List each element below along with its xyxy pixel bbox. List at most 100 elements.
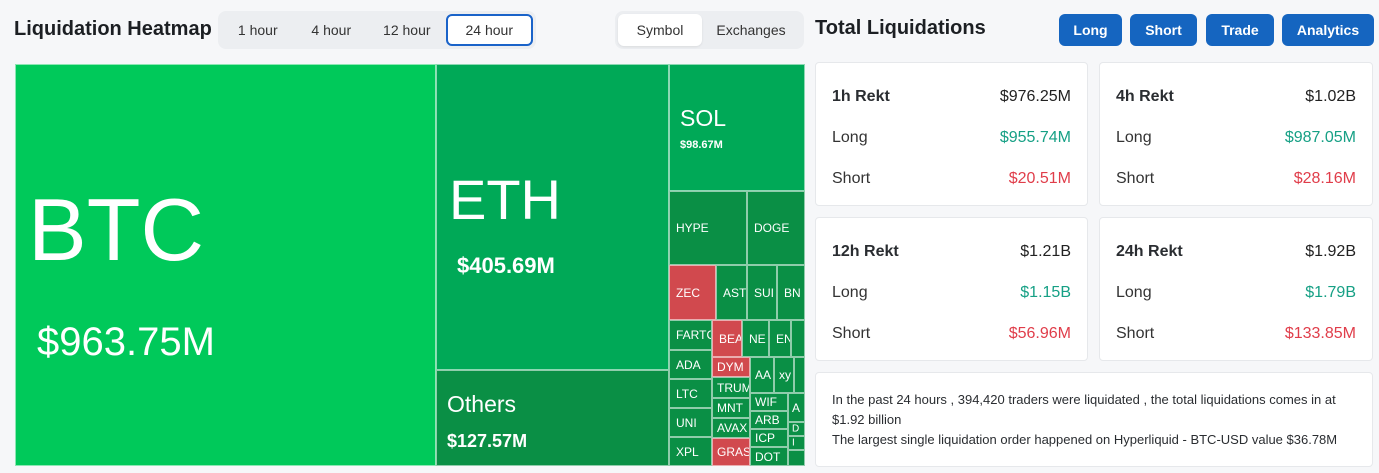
tile-dot[interactable]: DOT [750, 447, 788, 466]
tile-ast[interactable]: AST [716, 265, 747, 320]
tile-others[interactable]: Others $127.57M [436, 370, 669, 466]
short-value: $20.51M [1008, 170, 1071, 187]
tile-symbol: ARB [755, 413, 780, 427]
tab-4-hour[interactable]: 4 hour [311, 22, 352, 38]
card-period: 4h Rekt [1116, 88, 1174, 105]
tile-symbol: AST [723, 285, 747, 300]
tile-ne[interactable]: NE [742, 320, 769, 357]
tile-symbol: DYM [717, 360, 744, 374]
total-liquidations-title: Total Liquidations [815, 17, 986, 39]
tile-ada[interactable]: ADA [669, 350, 712, 379]
tile-symbol: BEA [719, 331, 742, 346]
tile-symbol: SOL [680, 105, 727, 131]
short-value: $28.16M [1293, 170, 1356, 187]
tile-hype[interactable]: HYPE [669, 191, 747, 265]
tab-1-hour[interactable]: 1 hour [237, 22, 278, 38]
tile-symbol: D [792, 423, 800, 435]
tile-xpl[interactable]: XPL [669, 437, 712, 466]
short-button[interactable]: Short [1130, 14, 1197, 46]
tile-en[interactable]: EN [769, 320, 791, 357]
card-total: $1.21B [1020, 243, 1071, 260]
trade-button[interactable]: Trade [1206, 14, 1274, 46]
tile-eth[interactable]: ETH $405.69M [436, 64, 669, 370]
long-label: Long [832, 284, 868, 301]
tile-symbol: GRAS [717, 445, 750, 459]
liquidation-summary: In the past 24 hours , 394,420 traders w… [815, 372, 1373, 467]
tab-12-hour[interactable]: 12 hour [383, 22, 431, 38]
tile-small-1[interactable] [791, 320, 805, 357]
tile-symbol: BTC [28, 180, 204, 279]
tile-symbol: TRUM [717, 380, 750, 395]
tile-btc[interactable]: BTC $963.75M [15, 64, 436, 466]
tile-small-3[interactable] [788, 450, 805, 466]
tile-symbol: BN [784, 285, 801, 300]
tile-xy[interactable]: xy [774, 357, 794, 393]
tile-value: $405.69M [457, 253, 555, 278]
tile-symbol: XPL [676, 444, 699, 459]
tile-avax[interactable]: AVAX [712, 418, 750, 438]
tile-trump[interactable]: TRUM [712, 377, 750, 398]
short-label: Short [832, 325, 871, 342]
page-title: Liquidation Heatmap [14, 18, 212, 40]
card-period: 1h Rekt [832, 88, 890, 105]
tile-symbol: DOT [755, 449, 781, 464]
tile-symbol: HYPE [676, 221, 709, 235]
tile-symbol: A [792, 400, 801, 415]
long-value: $987.05M [1284, 129, 1356, 146]
tile-value: $98.67M [680, 139, 723, 151]
short-label: Short [832, 170, 871, 187]
short-value: $133.85M [1284, 325, 1356, 342]
tile-symbol: EN [776, 331, 790, 346]
tab-symbol[interactable]: Symbol [618, 14, 702, 46]
tile-symbol: ADA [676, 357, 701, 372]
tile-fartcoin[interactable]: FARTC [669, 320, 712, 350]
card-12h-rekt: 12h Rekt $1.21B Long $1.15B Short $56.96M [815, 217, 1088, 361]
tile-small-2[interactable] [794, 357, 805, 393]
tile-value: $127.57M [447, 431, 528, 451]
tile-i[interactable]: I [788, 436, 805, 450]
long-value: $1.15B [1020, 284, 1071, 301]
tile-arb[interactable]: ARB [750, 411, 788, 429]
tile-aa[interactable]: AA [750, 357, 774, 393]
tile-ltc[interactable]: LTC [669, 379, 712, 408]
tile-gras[interactable]: GRAS [712, 438, 750, 466]
tile-bea[interactable]: BEA [712, 320, 742, 357]
card-total: $1.92B [1305, 243, 1356, 260]
tile-wif[interactable]: WIF [750, 393, 788, 411]
tile-symbol: xy [779, 368, 791, 382]
tile-symbol: ZEC [676, 285, 700, 300]
tile-doge[interactable]: DOGE [747, 191, 805, 265]
tile-symbol: MNT [717, 401, 743, 415]
tile-symbol: AVAX [717, 421, 748, 435]
tile-symbol: WIF [755, 395, 777, 409]
long-value: $955.74M [999, 129, 1071, 146]
long-label: Long [1116, 129, 1152, 146]
tile-a[interactable]: A [788, 393, 805, 422]
tile-zec[interactable]: ZEC [669, 265, 716, 320]
card-total: $1.02B [1305, 88, 1356, 105]
tile-symbol: ETH [449, 168, 561, 231]
tab-exchanges[interactable]: Exchanges [716, 22, 786, 38]
tile-mnt[interactable]: MNT [712, 398, 750, 418]
tile-uni[interactable]: UNI [669, 408, 712, 437]
tile-sol[interactable]: SOL $98.67M [669, 64, 805, 191]
card-period: 24h Rekt [1116, 243, 1183, 260]
tab-24-hour[interactable]: 24 hour [445, 14, 533, 46]
analytics-button[interactable]: Analytics [1282, 14, 1374, 46]
long-button[interactable]: Long [1059, 14, 1122, 46]
tile-symbol: FARTC [676, 328, 712, 342]
short-value: $56.96M [1008, 325, 1071, 342]
card-period: 12h Rekt [832, 243, 899, 260]
tile-icp[interactable]: ICP [750, 429, 788, 447]
short-label: Short [1116, 170, 1155, 187]
tile-bn[interactable]: BN [777, 265, 805, 320]
tile-d[interactable]: D [788, 422, 805, 436]
tile-symbol: UNI [676, 415, 697, 430]
card-24h-rekt: 24h Rekt $1.92B Long $1.79B Short $133.85M [1099, 217, 1373, 361]
tile-symbol: AA [755, 368, 772, 382]
tile-dym[interactable]: DYM [712, 357, 750, 377]
tile-symbol: LTC [676, 386, 698, 401]
tile-sui[interactable]: SUI [747, 265, 777, 320]
tile-symbol: SUI [754, 285, 775, 300]
card-total: $976.25M [999, 88, 1071, 105]
